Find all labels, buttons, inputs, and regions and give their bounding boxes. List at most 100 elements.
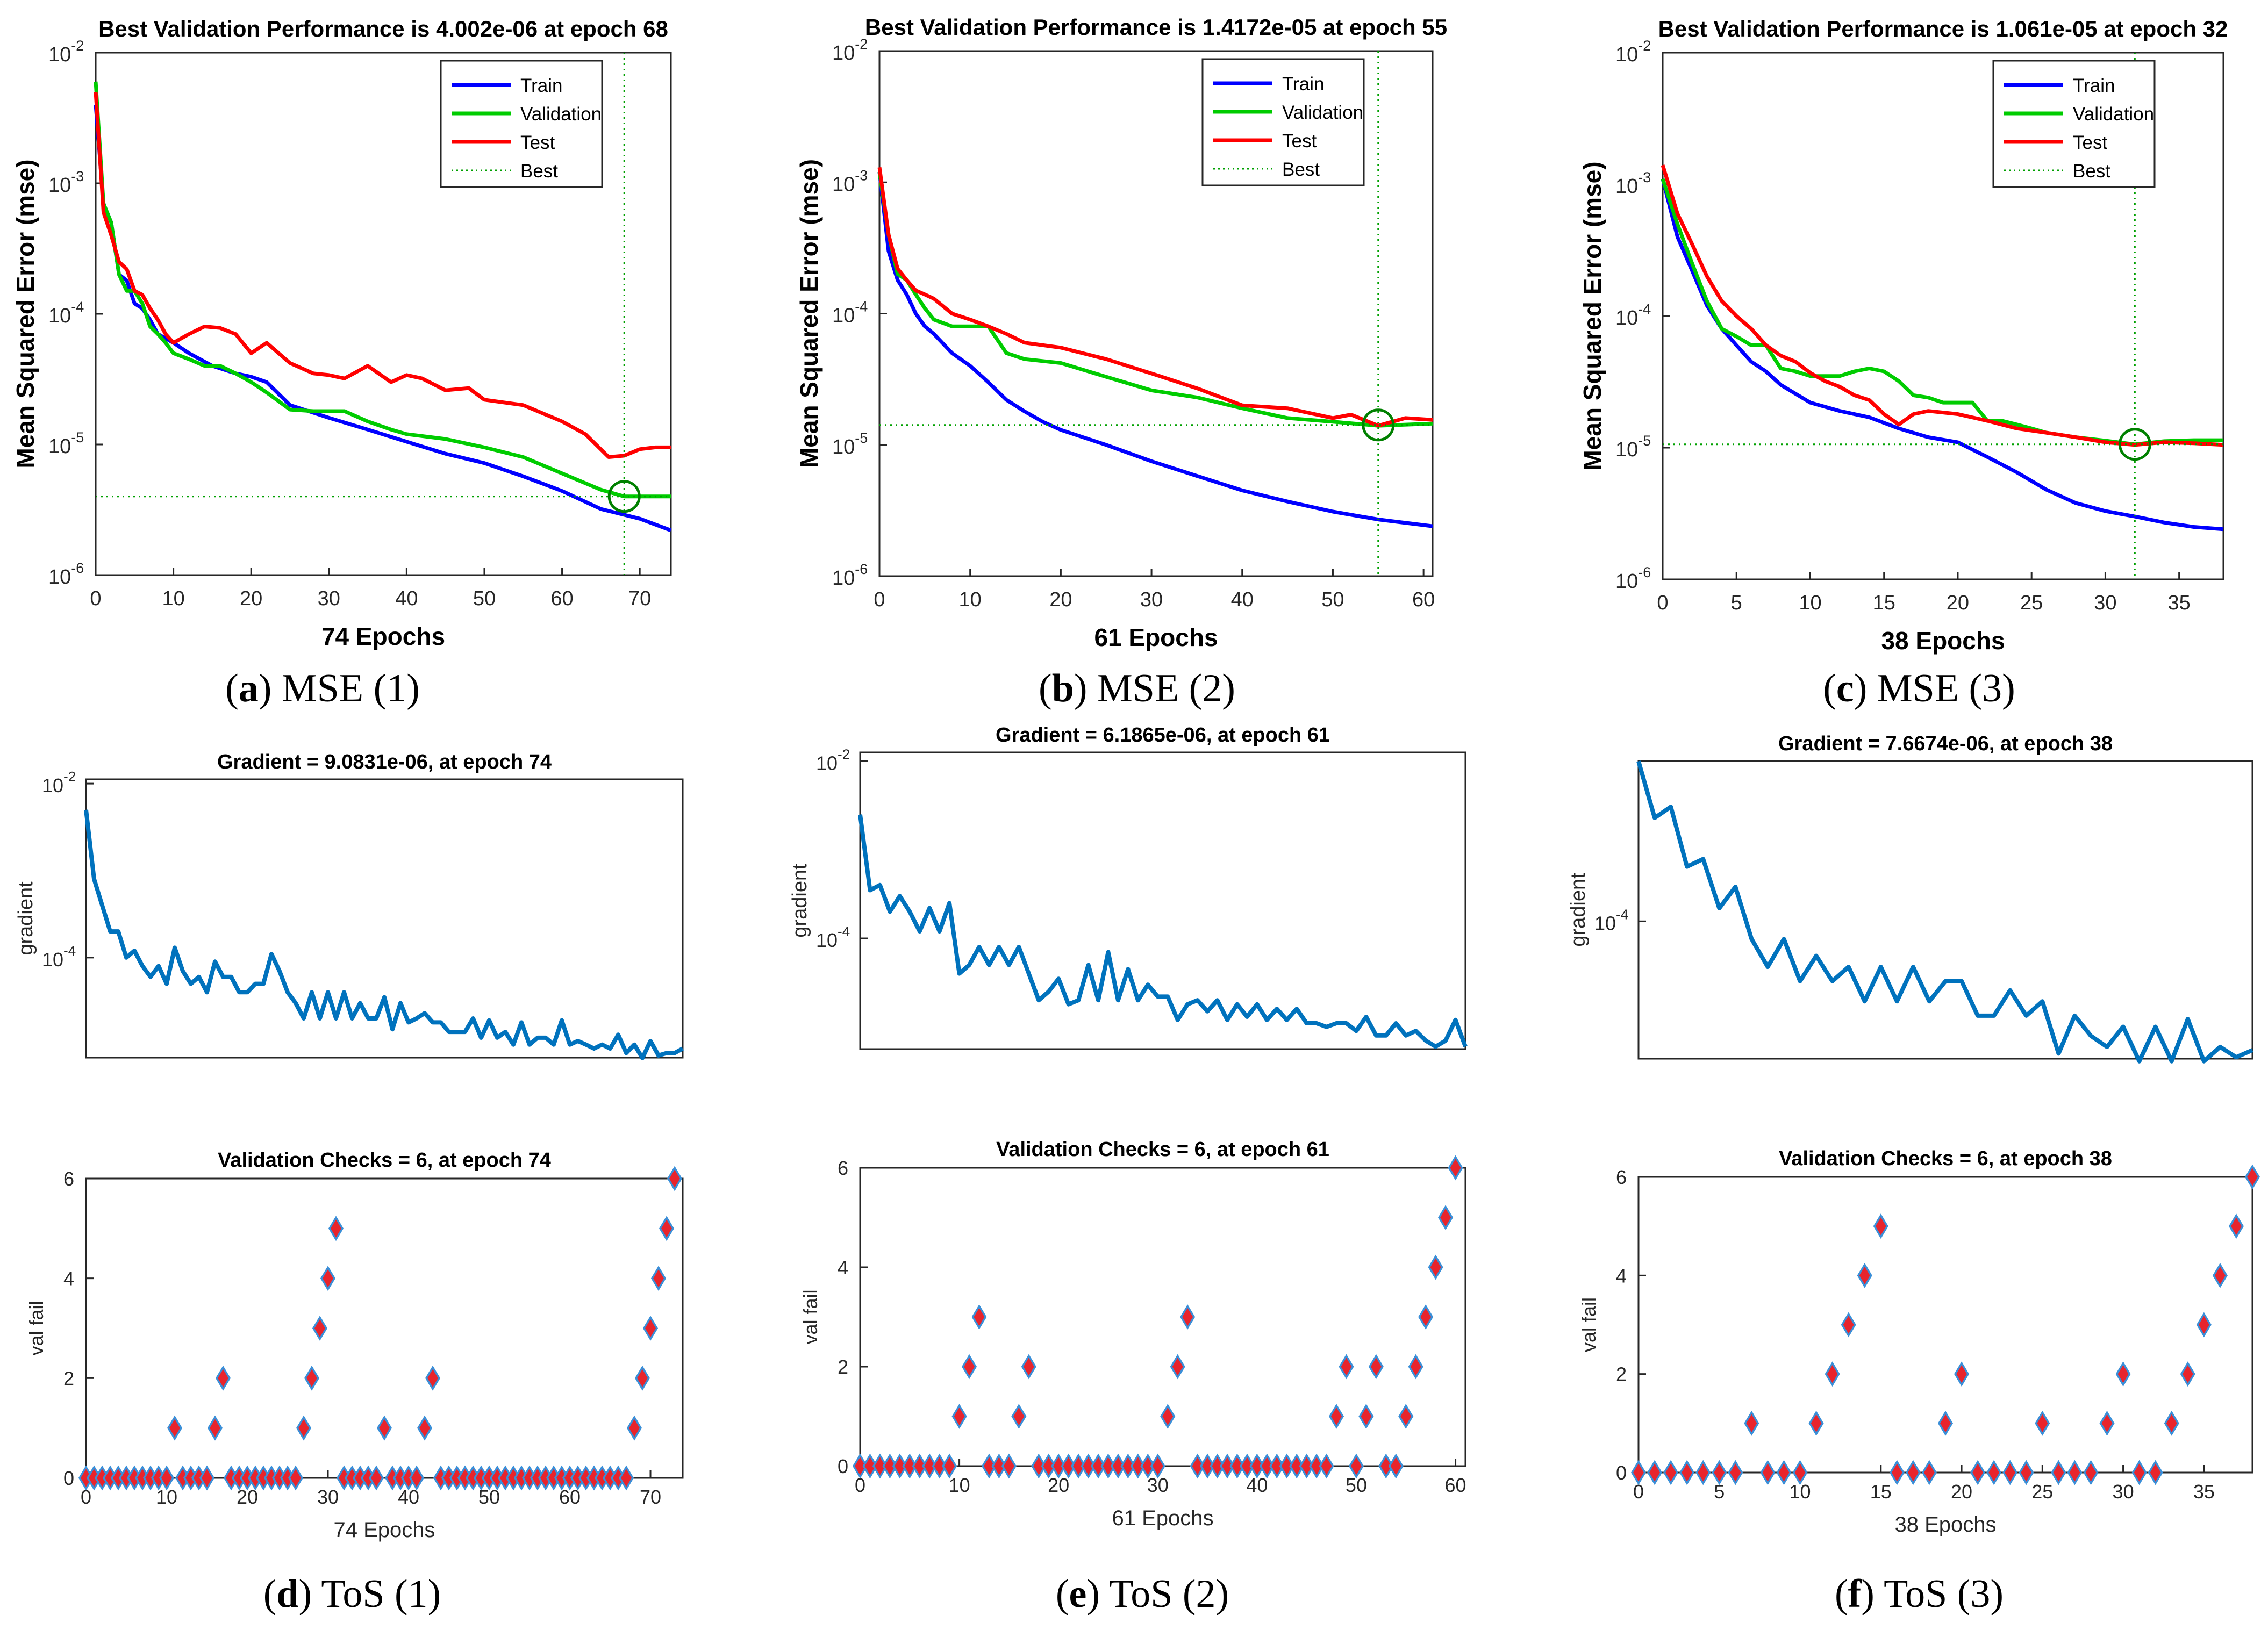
x-tick-label-vd: 30 [317, 1486, 339, 1508]
valfail-point-f [2067, 1460, 2083, 1485]
y-tick-exponent-b: -4 [855, 299, 868, 315]
y-tick-label-vd: 6 [63, 1168, 74, 1190]
legend-label-train-a: Train [520, 75, 562, 96]
y-axis-label-e: gradient [789, 864, 811, 938]
valfail-point-d [368, 1465, 384, 1491]
mse-chart-a: 10-210-310-410-510-60 10 20 30 40 50 60 70Best … [11, 16, 672, 650]
y-tick-exponent-a: -6 [71, 560, 84, 576]
legend-label-train-c: Train [2073, 75, 2115, 96]
valfail-point-e [882, 1453, 898, 1479]
valfail-point-f [2196, 1312, 2212, 1338]
valfail-point-f [1792, 1460, 1808, 1485]
y-tick-exponent-b: -5 [855, 430, 868, 446]
legend-label-best-a: Best [520, 161, 558, 182]
valfail-point-d [634, 1365, 650, 1391]
y-tick-exponent-d: -2 [63, 769, 76, 785]
x-tick-label-c: 15 [1873, 592, 1895, 614]
valfail-point-e [1339, 1354, 1354, 1380]
y-tick-exponent-a: -3 [71, 168, 84, 184]
legend-box-c [1992, 60, 2156, 188]
valfail-point-f [1808, 1410, 1824, 1436]
valfail-point-f [1889, 1460, 1905, 1485]
x-axis-label-vf: 38 Epochs [1894, 1513, 1996, 1536]
valfail-point-f [2180, 1361, 2195, 1387]
valfail-point-d [642, 1316, 659, 1341]
valfail-point-e [1309, 1453, 1325, 1479]
x-tick-label-b: 50 [1321, 588, 1344, 611]
valfail-point-d [304, 1365, 320, 1391]
legend-label-test-a: Test [520, 132, 555, 153]
valfail-point-f [1954, 1361, 1970, 1387]
x-tick-label-c: 20 [1947, 592, 1969, 614]
valfail-point-f [1937, 1410, 1954, 1436]
series-line-train-b [877, 171, 1433, 528]
valfail-point-e [942, 1453, 957, 1479]
x-tick-label-c: 5 [1731, 592, 1742, 614]
axes-frame-vf [1637, 1176, 2253, 1474]
x-axis-label-a: 74 Epochs [321, 622, 445, 650]
series-line-train-a [94, 104, 672, 533]
valfail-point-e [1408, 1354, 1423, 1380]
y-axis-label-vf: val fail [1578, 1297, 1600, 1352]
y-tick-exponent-d: -4 [63, 943, 76, 959]
x-tick-label-a: 50 [473, 587, 496, 610]
valfail-point-f [2212, 1262, 2228, 1288]
valfail-point-f [1744, 1410, 1759, 1436]
valfail-point-e [962, 1354, 977, 1380]
valfail-point-e [1021, 1354, 1036, 1380]
valfail-point-f [1728, 1460, 1743, 1485]
caption-f-text: ToS (3) [1875, 1572, 2004, 1616]
valfail-point-f [2164, 1410, 2179, 1436]
plots-layer: 10-210-310-410-510-60 10 20 30 40 50 60 70Best … [11, 15, 2260, 1542]
valfail-point-f [1776, 1460, 1792, 1485]
valfail-point-e [1041, 1453, 1056, 1479]
caption-b: (b) MSE (2) [1039, 666, 1235, 710]
y-tick-exponent-e: -4 [838, 923, 850, 939]
valfail-point-e [1358, 1404, 1374, 1429]
x-tick-label-b: 0 [874, 588, 885, 611]
valfail-point-e [971, 1304, 987, 1330]
y-tick-exponent-f: -4 [1616, 906, 1628, 922]
valfail-point-f [2228, 1213, 2244, 1239]
x-tick-label-c: 35 [2168, 592, 2191, 614]
chart-title-b: Best Validation Performance is 1.4172e-0… [865, 15, 1447, 40]
valfail-point-e [981, 1453, 997, 1479]
valfail-point-f [1970, 1460, 1986, 1485]
y-tick-label-ve: 2 [838, 1356, 848, 1378]
x-tick-label-a: 70 [628, 587, 651, 610]
y-tick-exponent-c: -5 [1638, 433, 1651, 449]
y-axis-label-vd: val fail [25, 1301, 47, 1355]
x-tick-label-a: 60 [550, 587, 573, 610]
x-tick-label-vf: 0 [1633, 1481, 1644, 1503]
caption-d: (d) ToS (1) [263, 1572, 441, 1616]
y-tick-exponent-c: -3 [1638, 169, 1651, 185]
legend-box-a [440, 60, 603, 188]
legend-label-validation-c: Validation [2073, 104, 2154, 125]
series-line-test-b [877, 167, 1433, 428]
x-tick-label-vf: 5 [1714, 1481, 1725, 1503]
x-tick-label-b: 30 [1140, 588, 1163, 611]
valfail-point-e [1090, 1453, 1106, 1479]
y-tick-exponent-c: -6 [1638, 564, 1651, 580]
y-tick-exponent-b: -2 [855, 36, 868, 52]
x-tick-label-ve: 60 [1445, 1474, 1466, 1496]
valfail-point-e [1001, 1453, 1017, 1479]
valfail-point-e [1269, 1453, 1285, 1479]
chart-title-f: Gradient = 7.6674e-06, at epoch 38 [1778, 733, 2113, 755]
axes-frame-d [85, 778, 684, 1059]
valfail-point-d [288, 1465, 304, 1491]
y-tick-label-vf: 6 [1616, 1166, 1627, 1188]
valfail-point-f [2019, 1460, 2034, 1485]
valfail-point-e [1249, 1453, 1265, 1479]
legend-label-best-b: Best [1282, 159, 1320, 180]
valfail-point-d [328, 1216, 344, 1241]
legend-label-best-c: Best [2073, 161, 2110, 182]
chart-title-d: Gradient = 9.0831e-06, at epoch 74 [217, 751, 552, 773]
caption-e: (e) ToS (2) [1056, 1572, 1229, 1616]
y-tick-exponent-a: -4 [71, 299, 84, 315]
y-tick-exponent-b: -6 [855, 561, 868, 577]
valfail-point-d [376, 1415, 392, 1441]
